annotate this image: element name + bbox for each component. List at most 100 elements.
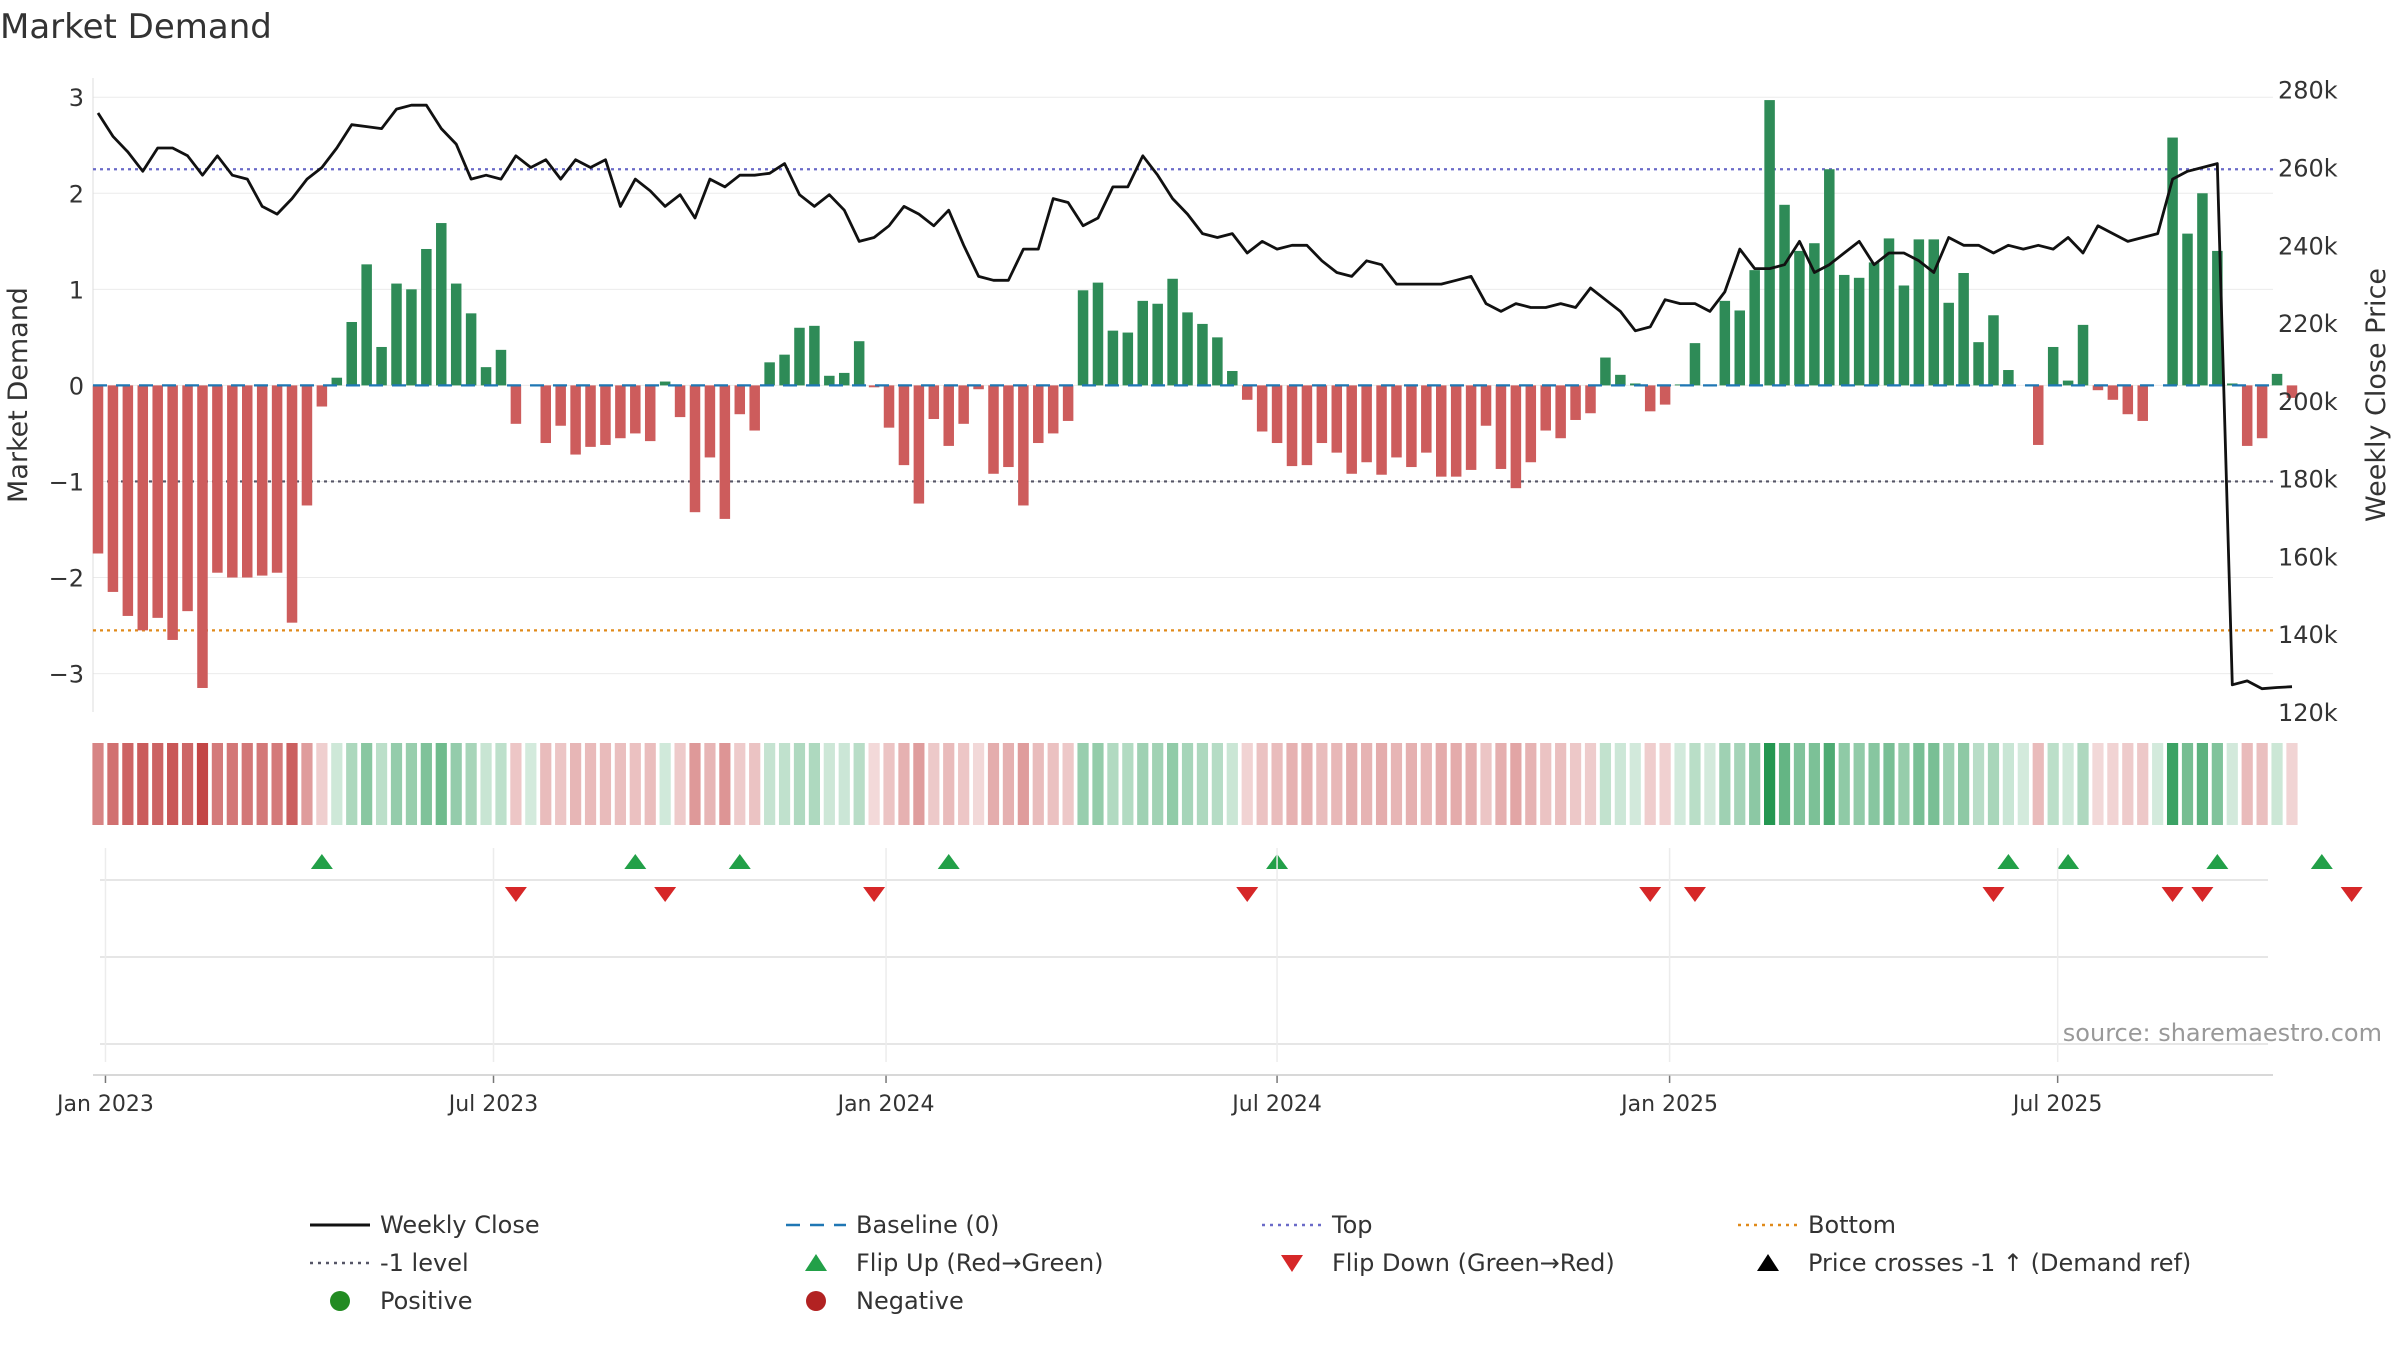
heat-cell — [1987, 743, 2000, 825]
demand-bar-positive — [406, 289, 417, 386]
heat-cell — [838, 743, 850, 825]
legend-baseline-0-label: Baseline (0) — [856, 1211, 999, 1239]
y-axis-right-label: Weekly Close Price — [2361, 268, 2392, 522]
demand-bar-negative — [689, 385, 701, 513]
heat-cell — [570, 743, 582, 825]
y-tick-label-right: 180k — [2278, 466, 2338, 494]
demand-bar-negative — [913, 385, 925, 504]
heat-cell — [1361, 743, 1373, 825]
demand-bar-positive — [2047, 346, 2059, 386]
reference-lines — [93, 168, 2273, 632]
demand-bar-negative — [719, 385, 731, 519]
demand-bar-negative — [1241, 385, 1253, 400]
heat-cell — [420, 743, 432, 825]
heat-cell — [1644, 743, 1656, 825]
heat-cell — [1346, 743, 1358, 825]
heat-cell — [823, 743, 835, 825]
heat-cell — [599, 743, 612, 825]
y-tick-label-left: 2 — [69, 180, 84, 208]
heat-cell — [1405, 743, 1417, 825]
demand-bar-negative — [1436, 385, 1447, 477]
demand-bar-positive — [853, 341, 865, 386]
demand-bar-negative — [2122, 385, 2134, 415]
x-tick-label: Jan 2024 — [836, 1092, 935, 1117]
heat-cell — [1077, 743, 1089, 825]
demand-bar-positive — [764, 362, 775, 386]
heat-cell — [1017, 743, 1029, 825]
heat-cell — [1241, 743, 1253, 825]
legend-top-label: Top — [1331, 1211, 1373, 1239]
x-axis: Jan 2023 Jul 2023 Jan 2024 Jul 2024 Jan 2025… — [55, 848, 2273, 1117]
demand-bar-positive — [1824, 169, 1835, 386]
price-line-group — [96, 103, 2293, 691]
demand-bar-negative — [1271, 385, 1283, 444]
demand-bar-positive — [450, 283, 462, 386]
heat-cell — [211, 743, 223, 825]
y-tick-label-left: 1 — [69, 276, 84, 304]
demand-bar-negative — [1480, 385, 1492, 426]
flip-down-marker — [1982, 887, 2005, 902]
heat-cell — [1958, 743, 1970, 825]
demand-bar-negative — [182, 385, 193, 612]
demand-bar-negative — [615, 385, 626, 439]
y-tick-label-left: −2 — [49, 565, 84, 593]
heat-cell — [1062, 743, 1074, 825]
heat-cell — [1764, 743, 1776, 825]
demand-bar-negative — [2241, 385, 2253, 446]
demand-bar-positive — [2271, 373, 2283, 386]
demand-bar-positive — [1898, 285, 1910, 386]
demand-bar-negative — [1346, 385, 1357, 474]
demand-bar-negative — [197, 385, 208, 688]
heat-cell — [256, 743, 268, 825]
heat-cell — [1704, 743, 1716, 825]
heat-cell — [1301, 743, 1313, 825]
demand-bar-negative — [734, 385, 746, 415]
heat-cell — [2062, 743, 2074, 825]
flip-down-marker — [504, 887, 527, 902]
demand-bar-negative — [152, 385, 163, 618]
heat-cell — [346, 743, 358, 825]
heat-cell — [1823, 743, 1835, 825]
legend-negative-label: Negative — [856, 1287, 964, 1315]
heat-cell — [1107, 743, 1119, 825]
demand-bar-negative — [301, 385, 313, 506]
demand-bar-negative — [1421, 385, 1432, 453]
demand-bar-positive — [1197, 323, 1208, 386]
heat-cell — [465, 743, 477, 825]
demand-bar-negative — [1525, 385, 1537, 463]
weekly-close-line — [96, 103, 2293, 691]
heat-cell — [122, 743, 134, 825]
heat-cell — [1569, 743, 1582, 825]
heat-cell — [361, 743, 373, 825]
heat-cell — [2271, 743, 2283, 825]
y-tick-label-right: 140k — [2278, 621, 2338, 649]
demand-heat-strip — [92, 743, 2298, 825]
heat-cell — [1555, 743, 1567, 825]
demand-bar-negative — [1331, 385, 1343, 453]
legend-weekly-close-label: Weekly Close — [380, 1211, 540, 1239]
demand-bar-positive — [1913, 239, 1925, 386]
demand-bar-negative — [2286, 385, 2298, 398]
flip-down-marker — [2191, 887, 2214, 902]
demand-bar-positive — [465, 313, 477, 386]
demand-bar-negative — [92, 385, 104, 554]
demand-bar-negative — [1465, 385, 1477, 470]
demand-bar-positive — [1689, 343, 1701, 386]
demand-bar-negative — [1047, 385, 1059, 434]
heat-cell — [540, 743, 552, 825]
demand-bar-negative — [1450, 385, 1462, 477]
heat-cell — [1465, 743, 1477, 825]
heat-cell — [1868, 743, 1880, 825]
demand-bar-positive — [1943, 302, 1954, 386]
heat-cell — [928, 743, 940, 825]
flip-down-marker — [654, 887, 677, 902]
y-tick-label-right: 200k — [2278, 388, 2338, 416]
heat-cell — [196, 743, 209, 825]
demand-bar-positive — [1719, 300, 1731, 386]
heat-cell — [1510, 743, 1522, 825]
demand-bar-positive — [794, 327, 805, 386]
demand-bar-negative — [1644, 385, 1656, 412]
demand-bar-negative — [1361, 385, 1372, 463]
